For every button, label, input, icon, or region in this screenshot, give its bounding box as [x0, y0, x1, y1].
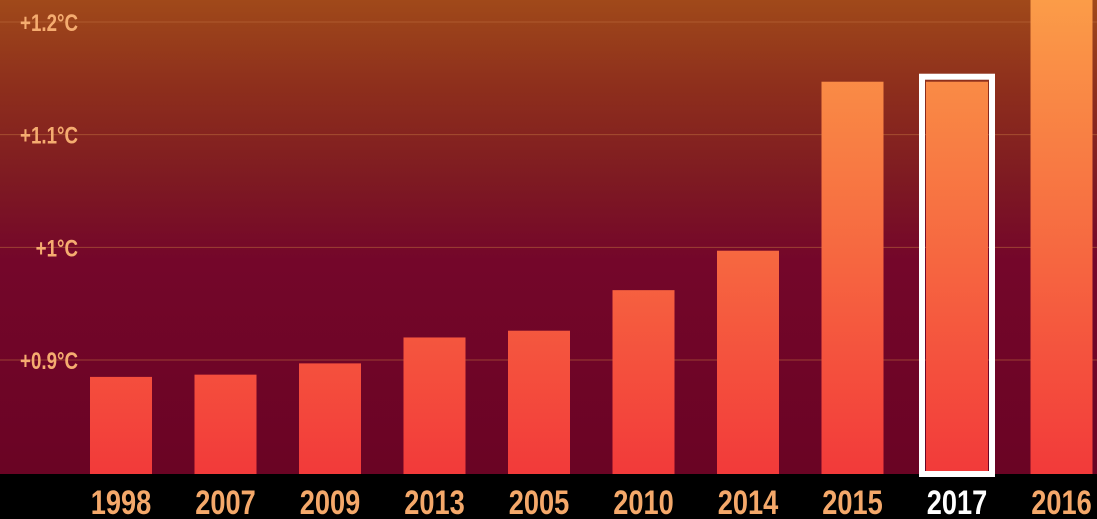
x-axis-labels: 1998 2007 2009 2013 2005 2010 2014 2015 2017 2016: [91, 483, 1092, 519]
y-axis-ticks: +0.9°C +1°C +1.1°C +1.2°C: [20, 10, 78, 375]
highlight-outline-2017: [919, 73, 995, 477]
x-label-2015: 2015: [822, 483, 882, 519]
x-label-2017: 2017: [927, 483, 987, 519]
x-label-1998: 1998: [91, 483, 151, 519]
bar-2005: [508, 330, 570, 474]
bar-1998: [90, 376, 152, 474]
y-tick-label: +1°C: [36, 235, 78, 262]
x-label-2013: 2013: [404, 483, 464, 519]
bar-2009: [299, 363, 361, 474]
x-label-2009: 2009: [300, 483, 360, 519]
x-label-2014: 2014: [718, 483, 778, 519]
x-label-2016: 2016: [1031, 483, 1091, 519]
y-tick-label: +1.2°C: [20, 10, 78, 37]
bar-2017: [926, 81, 988, 475]
bar-2016: [1030, 0, 1093, 474]
bar-2007: [194, 374, 257, 474]
bar-2014: [717, 250, 779, 474]
x-label-2005: 2005: [509, 483, 569, 519]
x-axis-strip: [0, 474, 1097, 519]
bar-2010: [612, 290, 675, 474]
bar-2015: [821, 81, 884, 475]
bar-2013: [403, 337, 466, 474]
x-label-2007: 2007: [195, 483, 255, 519]
y-tick-label: +0.9°C: [20, 348, 78, 375]
x-label-2010: 2010: [613, 483, 673, 519]
y-tick-label: +1.1°C: [20, 122, 78, 149]
bars: [90, 0, 1093, 477]
